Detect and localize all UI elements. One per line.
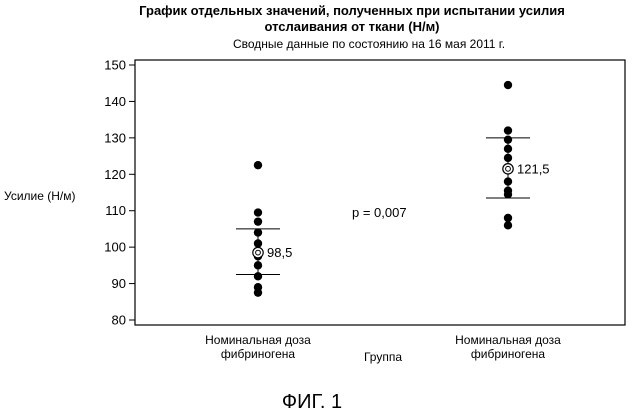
y-tick-label: 120 <box>104 167 126 182</box>
y-axis: 80 90 100 110 120 130 140 150 <box>104 58 135 328</box>
data-point <box>254 239 262 247</box>
data-point <box>504 126 512 134</box>
data-point <box>504 145 512 153</box>
data-marks: 98,5 121,5 <box>236 81 550 297</box>
data-point <box>254 272 262 280</box>
data-point <box>504 135 512 143</box>
y-axis-label: Усилие (Н/м) <box>4 189 75 203</box>
figure-label: ФИГ. 1 <box>282 391 342 411</box>
y-tick-label: 130 <box>104 130 126 145</box>
chart-subtitle: Сводные данные по состоянию на 16 мая 20… <box>233 37 505 51</box>
data-point <box>504 81 512 89</box>
data-point <box>504 190 512 198</box>
x-category-1-line-2: фибриногена <box>221 347 296 361</box>
data-point <box>504 214 512 222</box>
plot-frame <box>135 60 625 325</box>
x-category-1-line-1: Номинальная доза <box>205 333 311 347</box>
data-point <box>504 154 512 162</box>
y-tick-label: 100 <box>104 240 126 255</box>
data-point <box>504 221 512 229</box>
y-tick-label: 150 <box>104 58 126 73</box>
y-tick-label: 90 <box>112 276 126 291</box>
data-point <box>254 217 262 225</box>
data-point <box>254 161 262 169</box>
data-point <box>254 288 262 296</box>
y-tick-label: 80 <box>112 313 126 328</box>
mean-value-label: 121,5 <box>517 161 550 176</box>
y-tick-label: 140 <box>104 94 126 109</box>
chart-title-line-2: отслаивания от ткани (Н/м) <box>264 19 439 34</box>
x-category-2-line-1: Номинальная доза <box>455 333 561 347</box>
y-tick-label: 110 <box>105 203 126 218</box>
data-point <box>254 208 262 216</box>
mean-value-label: 98,5 <box>267 245 292 260</box>
data-point <box>254 228 262 236</box>
data-point <box>254 261 262 269</box>
x-axis-label: Группа <box>364 350 402 364</box>
data-point <box>504 177 512 185</box>
p-value-annotation: p = 0,007 <box>352 205 407 220</box>
x-category-2-line-2: фибриногена <box>471 347 546 361</box>
mean-marker-outer <box>503 164 513 174</box>
chart-title-line-1: График отдельных значений, полученных пр… <box>139 3 565 18</box>
mean-marker-outer <box>253 247 263 257</box>
